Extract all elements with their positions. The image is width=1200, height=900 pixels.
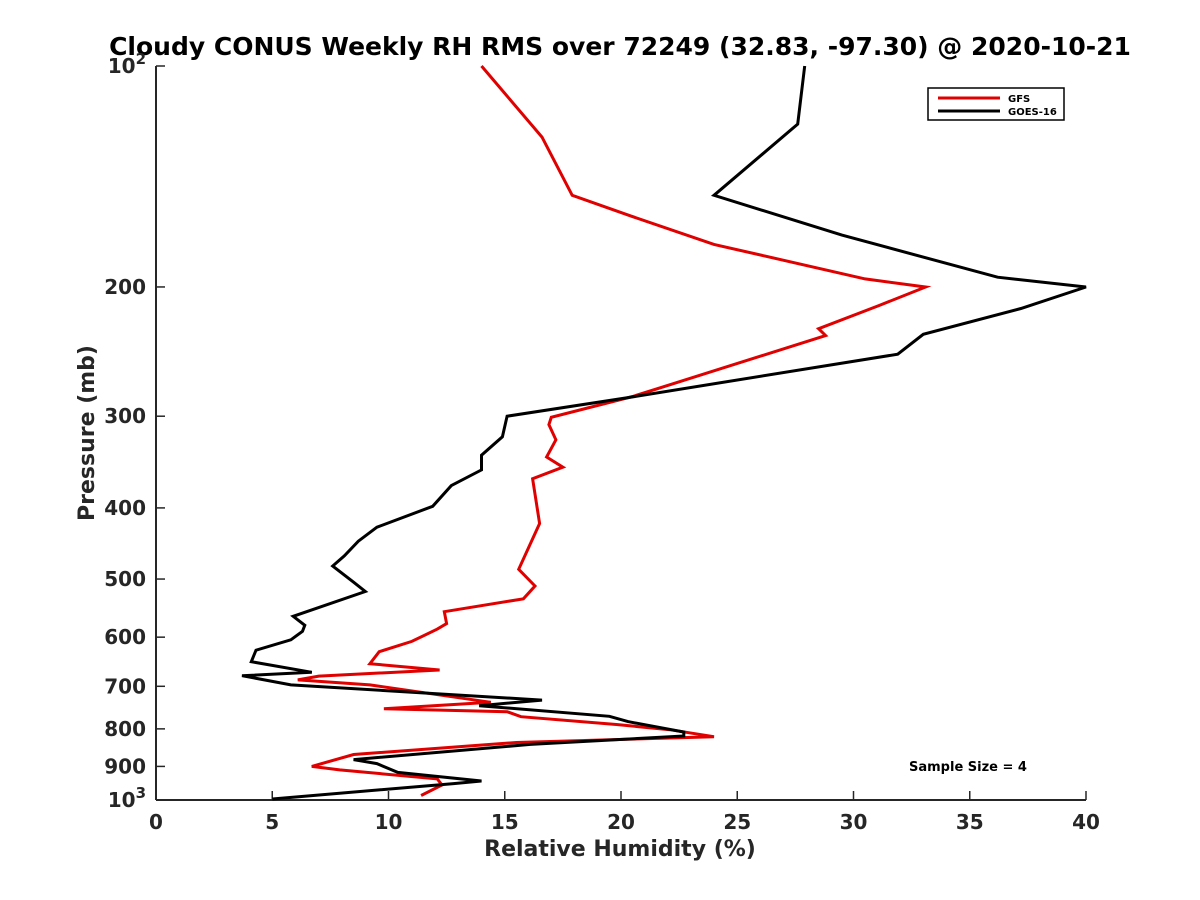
x-tick-label: 25 [723,810,751,834]
x-tick-label: 0 [149,810,163,834]
legend-label-gfs: GFS [1008,94,1030,105]
legend-box [927,87,1065,121]
legend: GFS GOES-16 [927,87,1065,121]
y-tick-label: 600 [104,625,146,649]
y-tick-label: 800 [104,717,146,741]
x-tick-label: 20 [607,810,635,834]
x-tick-label: 10 [375,810,403,834]
y-tick-label: 700 [104,674,146,698]
series-line-goes16 [241,65,1087,801]
y-tick-label: 103 [108,784,146,812]
y-tick-label: 200 [104,275,146,299]
x-tick-label: 35 [956,810,984,834]
y-tick-label: 400 [104,496,146,520]
series-line-gfs [297,65,932,797]
series-lines [241,65,1087,801]
chart-title: Cloudy CONUS Weekly RH RMS over 72249 (3… [109,32,1131,61]
axes: 0 5 10 15 20 25 30 35 40 102 200 300 400 500 600 700 800… [104,50,1100,834]
x-tick-label: 30 [840,810,868,834]
x-tick-label: 15 [491,810,519,834]
y-tick-label: 102 [108,50,146,78]
sample-size-annotation: Sample Size = 4 [909,760,1027,775]
legend-label-goes16: GOES-16 [1008,107,1057,118]
y-axis-label: Pressure (mb) [75,345,100,521]
x-tick-label: 40 [1072,810,1100,834]
y-tick-label: 900 [104,754,146,778]
y-tick-label: 300 [104,404,146,428]
x-tick-label: 5 [265,810,279,834]
x-axis-label: Relative Humidity (%) [484,837,756,862]
y-tick-label: 500 [104,567,146,591]
